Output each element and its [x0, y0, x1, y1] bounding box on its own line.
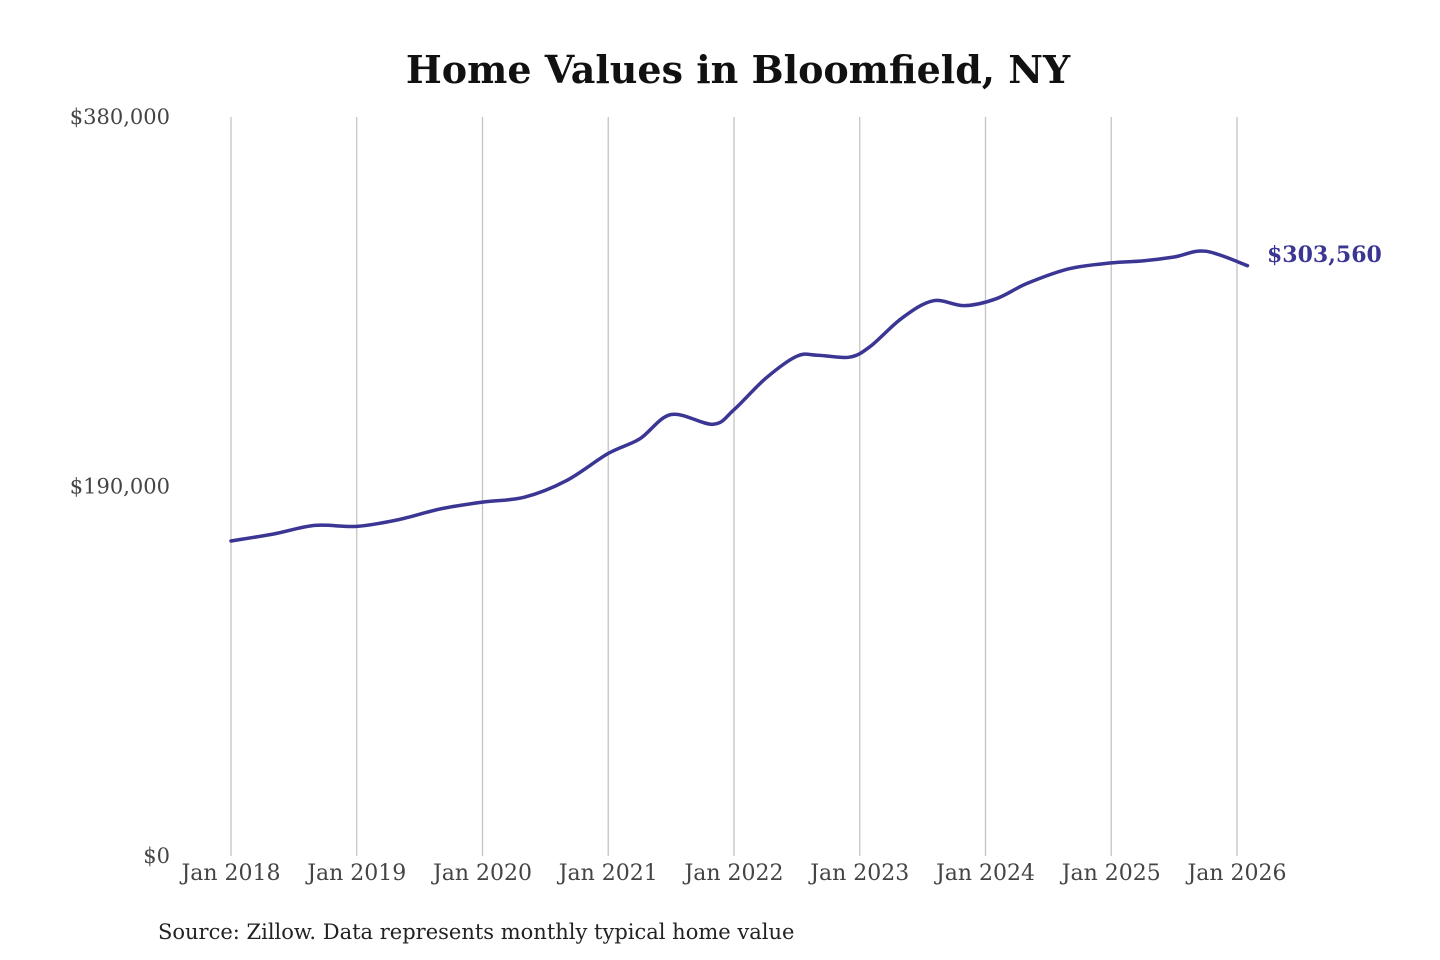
y-tick-label: $190,000: [70, 475, 170, 499]
x-tick-label: Jan 2019: [305, 861, 406, 886]
x-tick-label: Jan 2018: [179, 861, 280, 886]
source-note: Source: Zillow. Data represents monthly …: [158, 920, 794, 944]
x-tick-label: Jan 2020: [431, 861, 532, 886]
x-tick-label: Jan 2023: [808, 861, 909, 886]
x-tick-label: Jan 2025: [1060, 861, 1161, 886]
end-value-label: $303,560: [1267, 242, 1382, 268]
x-tick-label: Jan 2024: [934, 861, 1035, 886]
y-tick-label: $380,000: [70, 105, 170, 129]
gridlines: [230, 117, 1238, 856]
x-tick-label: Jan 2026: [1185, 861, 1286, 886]
x-tick-label: Jan 2022: [682, 861, 783, 886]
y-axis-ticks: $0 $190,000 $380,000: [70, 105, 170, 868]
x-tick-label: Jan 2021: [557, 861, 658, 886]
chart-title: Home Values in Bloomfield, NY: [406, 47, 1071, 92]
series-line-home-value: [229, 249, 1250, 543]
y-tick-label: $0: [143, 844, 170, 868]
x-axis-ticks: Jan 2018 Jan 2019 Jan 2020 Jan 2021 Jan 2022…: [179, 861, 1286, 886]
